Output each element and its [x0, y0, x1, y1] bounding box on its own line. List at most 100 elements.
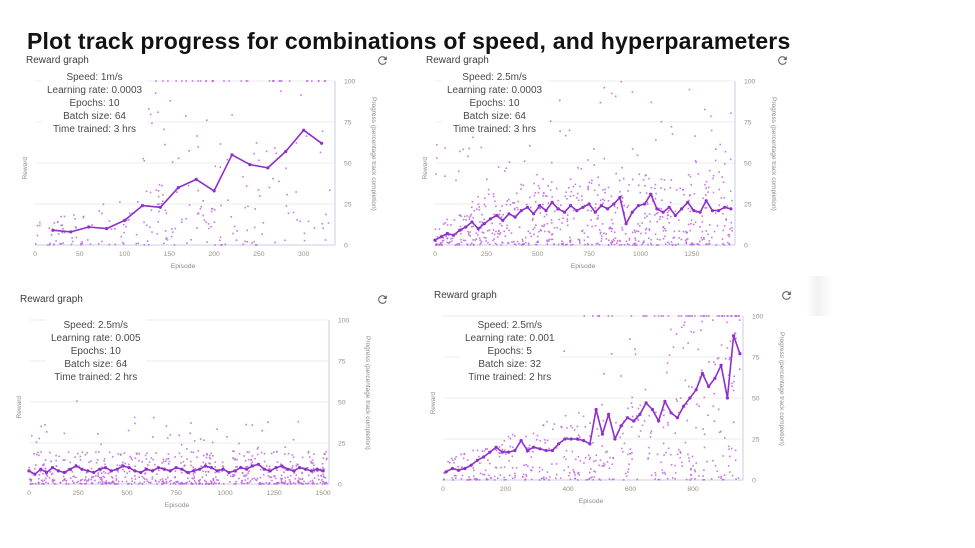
x-axis-title: Episode [570, 263, 596, 270]
svg-text:1250: 1250 [684, 251, 699, 258]
annotation-line: Batch size: 64 [463, 111, 526, 122]
y2-axis-title: Progress (percentage track completion) [364, 336, 371, 450]
svg-text:200: 200 [500, 486, 512, 493]
svg-text:0: 0 [441, 486, 445, 493]
faint-scrollbar-artifact [806, 276, 832, 316]
refresh-icon [782, 291, 791, 300]
annotation-line: Speed: 2.5m/s [63, 320, 128, 331]
svg-text:0: 0 [33, 251, 37, 258]
svg-text:750: 750 [170, 490, 182, 497]
svg-text:50: 50 [338, 399, 346, 406]
annotation-line: Time trained: 3 hrs [453, 124, 537, 135]
refresh-button[interactable] [375, 292, 390, 307]
hyperparameters-annotation: Speed: 2.5m/s Learning rate: 0.0003 Epoc… [442, 71, 548, 136]
svg-text:400: 400 [562, 486, 574, 493]
hyperparameters-annotation: Speed: 2.5m/s Learning rate: 0.001 Epoch… [460, 319, 560, 384]
annotation-line: Epochs: 5 [487, 346, 532, 357]
svg-text:0: 0 [752, 477, 756, 484]
plot-area: Reward 0 200 400 600 800 100 75 50 25 0 Progress … [428, 308, 796, 498]
reward-graph-panel-1: Reward graph Reward 0 50 100 150 200 250 300 10… [20, 53, 392, 281]
y2-axis-title: Progress (percentage track completion) [770, 97, 777, 211]
svg-text:25: 25 [344, 201, 352, 208]
x-axis-title: Episode [578, 498, 604, 505]
reward-graph-panel-3: Reward graph Reward 0 250 500 750 1000 1250 15… [14, 292, 392, 528]
svg-text:0: 0 [744, 242, 748, 249]
annotation-line: Time trained: 2 hrs [54, 372, 138, 383]
annotation-line: Time trained: 3 hrs [53, 124, 137, 135]
x-axis-title: Episode [164, 502, 190, 509]
page-title: Plot track progress for combinations of … [27, 28, 791, 55]
svg-text:25: 25 [752, 436, 760, 443]
y-axis-title: Reward [430, 391, 437, 415]
svg-text:0: 0 [27, 490, 31, 497]
y-axis-title: Reward [22, 156, 29, 180]
panel-header: Reward graph [14, 292, 392, 307]
svg-text:100: 100 [752, 313, 764, 320]
svg-text:50: 50 [344, 160, 352, 167]
svg-text:800: 800 [687, 486, 699, 493]
panel-title: Reward graph [426, 55, 489, 66]
svg-text:100: 100 [119, 251, 131, 258]
panel-title: Reward graph [20, 294, 83, 305]
annotation-line: Batch size: 32 [478, 359, 542, 370]
svg-text:200: 200 [208, 251, 220, 258]
annotation-line: Batch size: 64 [64, 359, 128, 370]
annotation-line: Speed: 2.5m/s [462, 72, 527, 83]
annotation-line: Time trained: 2 hrs [468, 372, 552, 383]
panel-title: Reward graph [26, 55, 89, 66]
svg-text:25: 25 [744, 201, 752, 208]
svg-text:50: 50 [752, 395, 760, 402]
svg-text:100: 100 [338, 317, 350, 324]
annotation-line: Epochs: 10 [70, 346, 121, 357]
annotation-line: Epochs: 10 [69, 98, 120, 109]
svg-text:100: 100 [744, 78, 756, 85]
refresh-icon [778, 56, 787, 65]
svg-text:1500: 1500 [316, 490, 331, 497]
svg-text:500: 500 [121, 490, 133, 497]
svg-text:500: 500 [532, 251, 544, 258]
reward-graph-panel-2: Reward graph Reward 0 250 500 750 1000 1250 10… [420, 53, 792, 281]
annotation-line: Learning rate: 0.005 [51, 333, 141, 344]
svg-text:50: 50 [744, 160, 752, 167]
svg-text:1000: 1000 [633, 251, 648, 258]
reward-graph-panel-4: Reward graph Reward 0 200 400 600 800 100 75 50… [428, 288, 796, 528]
y2-axis-title: Progress (percentage track completion) [370, 97, 377, 211]
annotation-line: Learning rate: 0.001 [465, 333, 555, 344]
svg-text:300: 300 [298, 251, 310, 258]
refresh-button[interactable] [775, 53, 790, 68]
plot-area: Reward 0 250 500 750 1000 1250 100 75 50 25 0 Prog… [420, 71, 792, 263]
y2-axis-title: Progress (percentage track completion) [778, 332, 785, 446]
plot-area: Reward 0 50 100 150 200 250 300 100 75 50 25 0 Prog… [20, 71, 392, 263]
x-axis-title: Episode [170, 263, 196, 270]
refresh-icon [378, 295, 387, 304]
svg-text:1000: 1000 [218, 490, 233, 497]
refresh-icon [378, 56, 387, 65]
annotation-line: Speed: 1m/s [66, 72, 123, 83]
panel-header: Reward graph [420, 53, 792, 68]
svg-text:75: 75 [338, 358, 346, 365]
annotation-line: Learning rate: 0.0003 [447, 85, 543, 96]
svg-text:75: 75 [744, 119, 752, 126]
svg-text:0: 0 [338, 481, 342, 488]
panel-title: Reward graph [434, 290, 497, 301]
hyperparameters-annotation: Speed: 1m/s Learning rate: 0.0003 Epochs… [42, 71, 148, 136]
svg-text:50: 50 [76, 251, 84, 258]
annotation-line: Speed: 2.5m/s [477, 320, 542, 331]
svg-text:250: 250 [481, 251, 493, 258]
svg-text:750: 750 [583, 251, 595, 258]
refresh-button[interactable] [375, 53, 390, 68]
svg-text:600: 600 [625, 486, 637, 493]
svg-text:75: 75 [344, 119, 352, 126]
svg-text:100: 100 [344, 78, 356, 85]
refresh-button[interactable] [779, 288, 794, 303]
svg-text:150: 150 [164, 251, 176, 258]
svg-text:0: 0 [433, 251, 437, 258]
svg-text:25: 25 [338, 440, 346, 447]
annotation-line: Batch size: 64 [63, 111, 126, 122]
plot-area: Reward 0 250 500 750 1000 1250 1500 100 75 50 25 0 … [14, 312, 392, 502]
annotation-line: Learning rate: 0.0003 [47, 85, 143, 96]
hyperparameters-annotation: Speed: 2.5m/s Learning rate: 0.005 Epoch… [46, 319, 146, 384]
